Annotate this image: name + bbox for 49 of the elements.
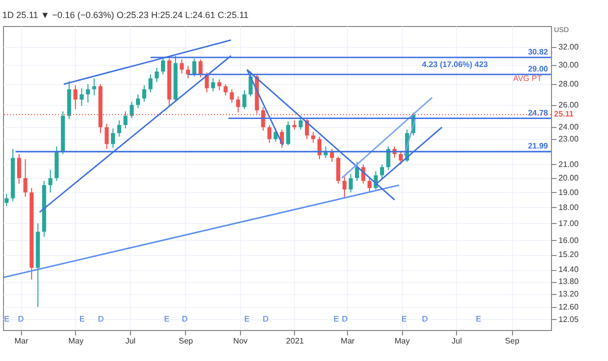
x-tick-label: May [394, 336, 410, 346]
annotation: D [422, 314, 428, 324]
annotation: AVG PT [513, 74, 542, 84]
annotation: D [262, 314, 269, 324]
x-tick-label: May [68, 336, 84, 346]
y-tick-label: 24.00 [558, 122, 580, 132]
x-tick-label: Jul [125, 336, 136, 346]
y-tick-label: 12.60 [558, 302, 580, 312]
y-tick-label: 18.00 [558, 202, 580, 212]
data-label: 21.99 [528, 142, 549, 151]
annotation: D [342, 314, 348, 324]
y-tick-label: 26.00 [558, 100, 580, 110]
y-tick-label: 28.00 [558, 80, 580, 89]
x-tick-label: Sep [505, 336, 520, 346]
annotation: E [4, 314, 10, 324]
x-tick-label: 2021 [286, 336, 304, 346]
y-tick-label: 14.40 [558, 265, 580, 274]
chart-title: 1D 25.11 ▼ −0.16 (−0.63%) O:25.23 H:25.24 L:24.61 C:25.11 [2, 10, 249, 20]
y-tick-label: 30.00 [558, 60, 580, 70]
y-tick-label: 12.05 [558, 314, 580, 324]
x-tick-label: Mar [340, 336, 355, 346]
data-label: 24.78 [528, 108, 549, 118]
x-tick-label: Jul [452, 336, 462, 346]
annotation: E [334, 314, 339, 324]
x-tick-label: Mar [14, 336, 29, 346]
annotation: E [244, 314, 250, 324]
y-tick-label: 13.80 [558, 277, 580, 286]
annotation: E [401, 314, 407, 324]
data-label: 30.82 [528, 47, 549, 56]
annotation: E [79, 314, 85, 324]
y-tick-label: 21.00 [558, 160, 580, 169]
data-label: 29.00 [528, 64, 549, 74]
annotation: D [98, 314, 104, 324]
y-tick-label: 23.00 [558, 134, 580, 144]
annotation: 4.23 (17.06%) 423 [422, 60, 488, 69]
annotation: D [18, 314, 24, 324]
annotation: E [476, 314, 482, 324]
y-tick-label: 32.00 [558, 42, 580, 52]
y-tick-label: 15.20 [558, 250, 580, 260]
y-tick-label: 17.00 [558, 218, 580, 228]
annotation: D [182, 314, 188, 324]
y-tick-label: 19.00 [558, 188, 580, 197]
y-tick-label: 16.00 [558, 236, 580, 245]
x-tick-label: Nov [233, 336, 248, 346]
x-tick-label: Sep [178, 336, 194, 346]
ref-line-label: 25.11 [554, 110, 574, 119]
y-tick-label: 13.20 [558, 289, 580, 298]
y-tick-label: 20.00 [558, 174, 580, 183]
annotation: E [164, 314, 170, 324]
